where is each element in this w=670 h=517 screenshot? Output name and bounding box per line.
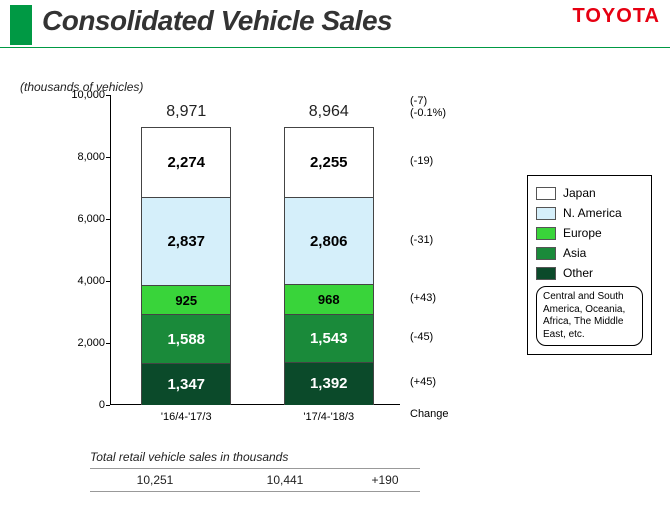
y-tick-label: 10,000 — [60, 89, 105, 101]
stacked-bar-chart: 02,0004,0006,0008,00010,000 8,9712,2742,… — [60, 95, 400, 425]
bar-segment: 2,837 — [141, 197, 231, 285]
bar-segment: 968 — [284, 284, 374, 314]
legend: Japan N. America Europe Asia Other Central a… — [527, 175, 652, 355]
bar-column: 8,9642,2552,8069681,5431,392'17/4-'18/3 — [284, 127, 374, 405]
segment-change: (+45) — [410, 376, 436, 388]
bar-segment: 1,543 — [284, 314, 374, 362]
bar-segment: 1,588 — [141, 314, 231, 363]
page-title: Consolidated Vehicle Sales — [42, 5, 392, 37]
retail-cell: 10,251 — [90, 473, 220, 487]
segment-change: (-45) — [410, 331, 433, 343]
legend-label: Europe — [563, 226, 602, 240]
brand-logo: TOYOTA — [573, 5, 660, 28]
legend-swatch — [536, 207, 556, 220]
bar-segment: 2,274 — [141, 127, 231, 197]
legend-label: N. America — [563, 206, 622, 220]
accent-bar — [10, 5, 32, 45]
y-tick-label: 6,000 — [60, 213, 105, 225]
header: Consolidated Vehicle Sales TOYOTA — [0, 0, 670, 45]
legend-swatch — [536, 187, 556, 200]
legend-swatch — [536, 227, 556, 240]
legend-label: Asia — [563, 246, 586, 260]
bar-column: 8,9712,2742,8379251,5881,347'16/4-'17/3 — [141, 127, 231, 405]
bar-total-label: 8,964 — [309, 103, 349, 121]
change-label: Change — [410, 408, 449, 420]
legend-item: Japan — [536, 186, 643, 200]
retail-cell: 10,441 — [220, 473, 350, 487]
segment-change: (-31) — [410, 234, 433, 246]
x-label: '16/4-'17/3 — [161, 411, 212, 423]
legend-swatch — [536, 267, 556, 280]
legend-item: Europe — [536, 226, 643, 240]
legend-item: N. America — [536, 206, 643, 220]
legend-note: Central and South America, Oceania, Afri… — [536, 286, 643, 346]
bar-segment: 1,347 — [141, 363, 231, 405]
retail-row: 10,25110,441+190 — [90, 468, 420, 492]
legend-item: Other — [536, 266, 643, 280]
y-tick-label: 8,000 — [60, 151, 105, 163]
total-change: (-7)(-0.1%) — [410, 95, 446, 119]
header-rule — [0, 47, 670, 48]
y-tick-label: 4,000 — [60, 275, 105, 287]
legend-item: Asia — [536, 246, 643, 260]
legend-label: Other — [563, 266, 593, 280]
segment-change: (+43) — [410, 292, 436, 304]
bar-total-label: 8,971 — [166, 103, 206, 121]
retail-cell: +190 — [350, 473, 420, 487]
bars-container: 8,9712,2742,8379251,5881,347'16/4-'17/3 8… — [115, 95, 400, 405]
y-axis — [110, 95, 111, 405]
legend-label: Japan — [563, 186, 596, 200]
bar-segment: 2,806 — [284, 197, 374, 284]
retail-title: Total retail vehicle sales in thousands — [90, 450, 420, 464]
bar-segment: 925 — [141, 285, 231, 314]
segment-change: (-19) — [410, 155, 433, 167]
x-label: '17/4-'18/3 — [303, 411, 354, 423]
y-tick-label: 2,000 — [60, 337, 105, 349]
legend-swatch — [536, 247, 556, 260]
change-column: (-7)(-0.1%) (-19) (-31) (+43) (-45) (+45) Chan… — [410, 95, 470, 425]
y-tick-label: 0 — [60, 399, 105, 411]
retail-table: Total retail vehicle sales in thousands … — [90, 450, 420, 492]
bar-segment: 1,392 — [284, 362, 374, 405]
bar-segment: 2,255 — [284, 127, 374, 197]
